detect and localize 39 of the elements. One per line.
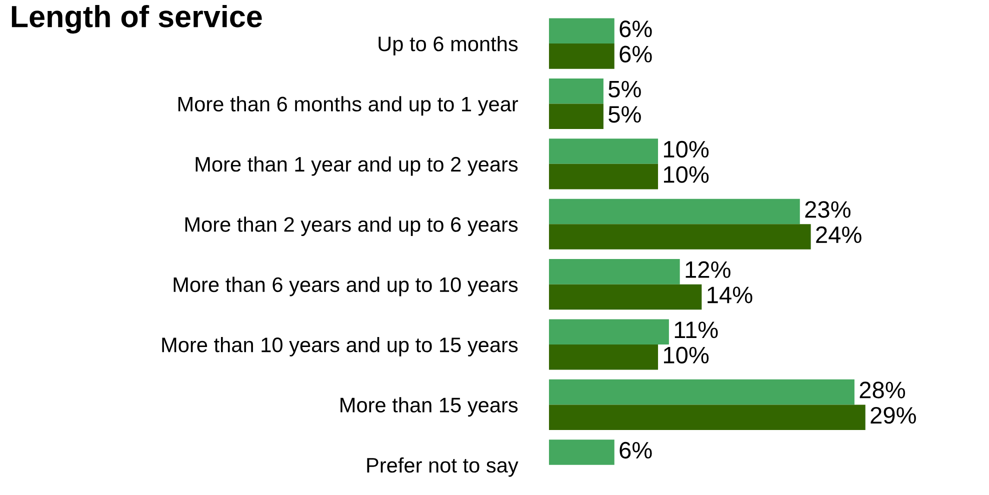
data-label: 10% (664, 140, 709, 158)
data-label: 11% (674, 322, 718, 338)
data-label: 28% (860, 382, 906, 398)
y-tick-label: More than 1 year and up to 2 years (196, 156, 518, 176)
y-tick-label: More than 2 years and up to 6 years (185, 216, 518, 236)
bar (548, 138, 658, 164)
bar (548, 440, 614, 465)
data-label: 12% (686, 261, 730, 278)
y-tick-label: More than 6 years and up to 10 years (174, 276, 518, 296)
y-tick-label: More than 10 years and up to 15 years (162, 336, 518, 356)
y-tick-label: Prefer not to say (367, 457, 518, 477)
bar (548, 404, 866, 430)
text: Length of service (12, 4, 262, 34)
data-label: 24% (816, 226, 862, 244)
data-label: 6% (620, 46, 652, 63)
bar (548, 18, 614, 44)
y-tick-label: More than 15 years (340, 397, 518, 417)
data-label: 10% (664, 346, 709, 364)
y-tick-label: More than 6 months and up to 1 year (178, 96, 518, 116)
bar (548, 44, 614, 69)
data-label: 10% (664, 166, 709, 183)
bar (548, 259, 680, 284)
bar (548, 284, 702, 310)
bar (548, 344, 658, 370)
bar (548, 319, 669, 345)
data-label: 5% (608, 80, 641, 98)
bar (548, 104, 604, 130)
bar (548, 379, 854, 405)
bar (548, 164, 658, 190)
data-label: 14% (708, 286, 752, 304)
bar (548, 198, 800, 224)
bar (548, 78, 604, 104)
data-label: 29% (870, 406, 916, 424)
bar (548, 224, 811, 250)
y-tick-label: Up to 6 months (378, 36, 518, 56)
data-label: 5% (608, 106, 641, 123)
data-label: 6% (620, 442, 652, 459)
data-label: 6% (620, 20, 652, 38)
data-label: 23% (805, 201, 850, 218)
